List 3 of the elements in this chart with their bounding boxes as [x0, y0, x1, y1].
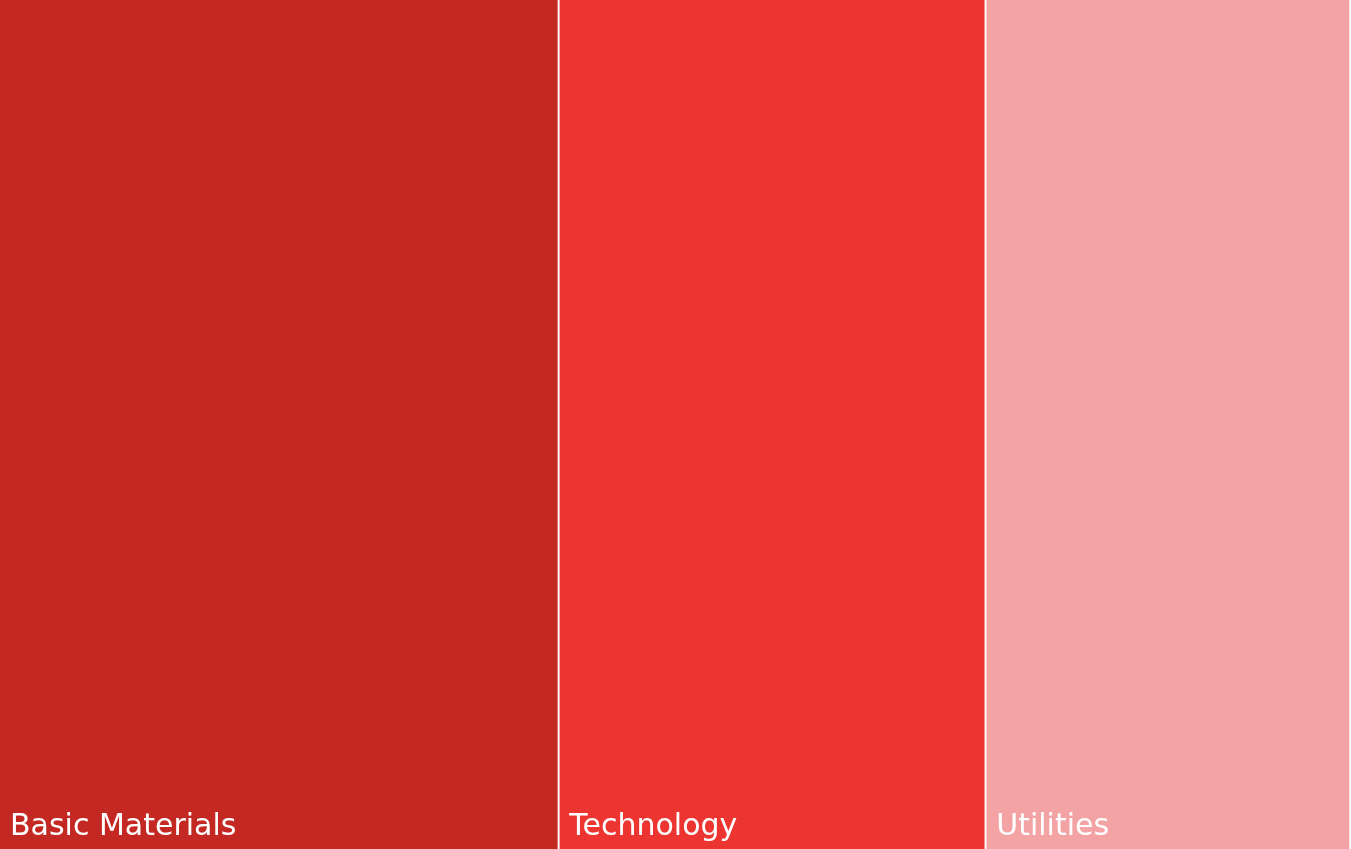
- series-label: Technology: [568, 807, 738, 842]
- series-label: Basic Materials: [10, 807, 237, 842]
- series-label: Utilities: [996, 807, 1110, 842]
